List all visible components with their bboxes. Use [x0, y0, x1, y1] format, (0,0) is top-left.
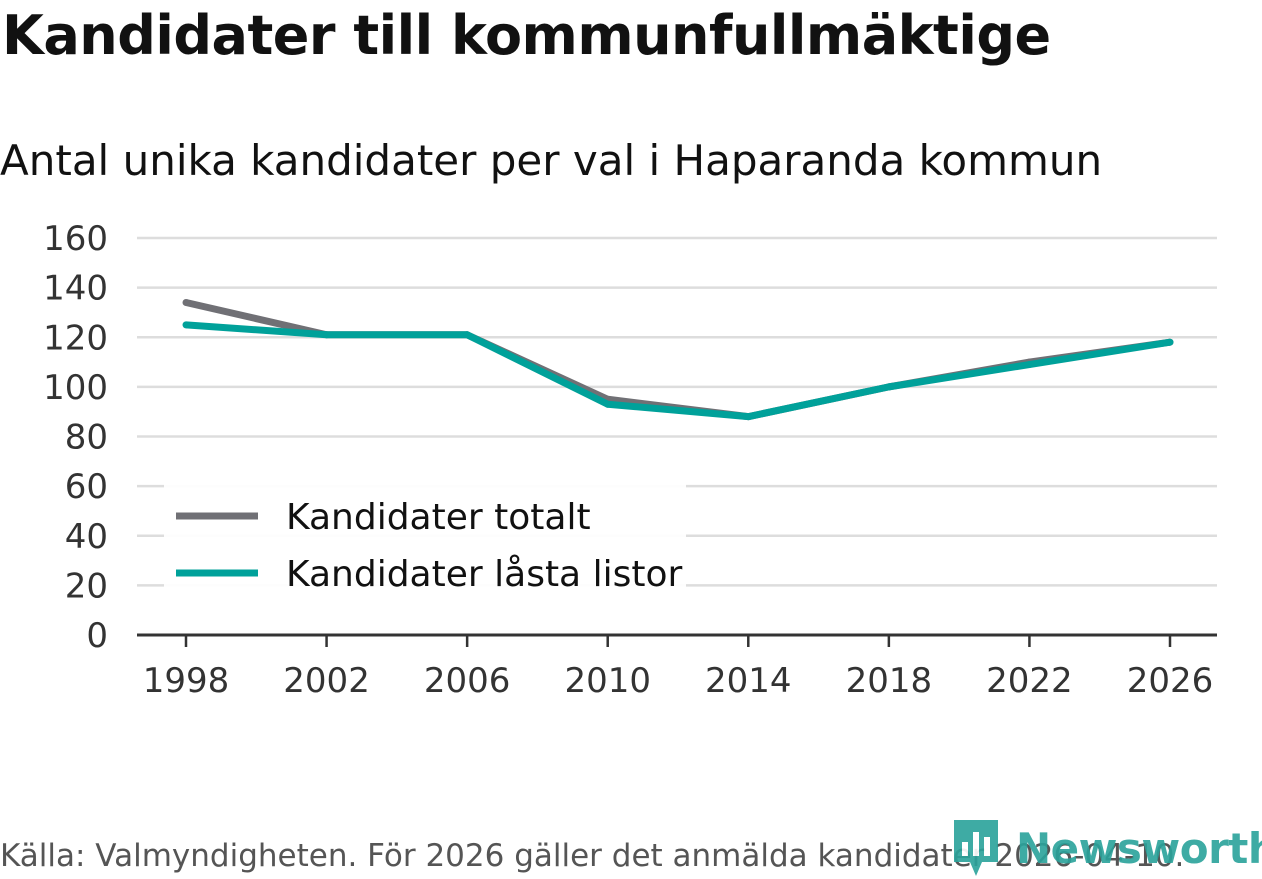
x-tick-label-2006: 2006 — [424, 661, 511, 701]
chart-subtitle: Antal unika kandidater per val i Haparan… — [0, 136, 1103, 185]
data-point-1-2018 — [885, 383, 893, 391]
x-tick-label-1998: 1998 — [143, 661, 230, 701]
x-tick-label-2002: 2002 — [283, 661, 370, 701]
data-point-1-2002 — [323, 331, 331, 339]
x-tick-label-2010: 2010 — [564, 661, 651, 701]
legend: Kandidater totalt Kandidater låsta listor — [164, 484, 686, 595]
y-axis-ticks: 0 20 40 60 80 100 120 140 160 — [43, 219, 108, 656]
legend-label-0: Kandidater totalt — [286, 497, 591, 538]
y-tick-label-60: 60 — [65, 467, 108, 507]
brand-name: Newsworthy — [1016, 823, 1262, 873]
brand-logo: Newsworthy — [952, 818, 1262, 878]
x-axis-ticks: 1998 2002 2006 2010 2014 2018 2022 2026 — [143, 635, 1214, 701]
x-tick-label-2022: 2022 — [986, 661, 1073, 701]
data-point-1-2010 — [604, 400, 612, 408]
series-line-1 — [185, 321, 1171, 421]
data-point-1-2026 — [1166, 338, 1174, 346]
series-line-0 — [185, 299, 1171, 421]
data-point-1-2022 — [1025, 361, 1033, 369]
x-tick-label-2026: 2026 — [1127, 661, 1214, 701]
y-tick-label-100: 100 — [43, 368, 108, 408]
data-point-1-1998 — [182, 321, 190, 329]
legend-label-1: Kandidater låsta listor — [286, 554, 682, 595]
y-tick-label-160: 160 — [43, 219, 108, 259]
series-lines — [182, 299, 1174, 421]
y-tick-label-20: 20 — [65, 566, 108, 606]
data-point-0-1998 — [182, 299, 190, 307]
y-tick-label-120: 120 — [43, 318, 108, 358]
chart-title: Kandidater till kommunfullmäktige — [2, 4, 1051, 67]
y-tick-label-80: 80 — [65, 418, 108, 458]
bar-chart-logo-icon — [954, 820, 998, 876]
y-tick-label-140: 140 — [43, 269, 108, 309]
x-tick-label-2018: 2018 — [846, 661, 933, 701]
y-tick-label-40: 40 — [65, 517, 108, 557]
data-point-1-2006 — [463, 331, 471, 339]
x-tick-label-2014: 2014 — [705, 661, 792, 701]
data-point-1-2014 — [744, 413, 752, 421]
y-tick-label-0: 0 — [86, 616, 108, 656]
